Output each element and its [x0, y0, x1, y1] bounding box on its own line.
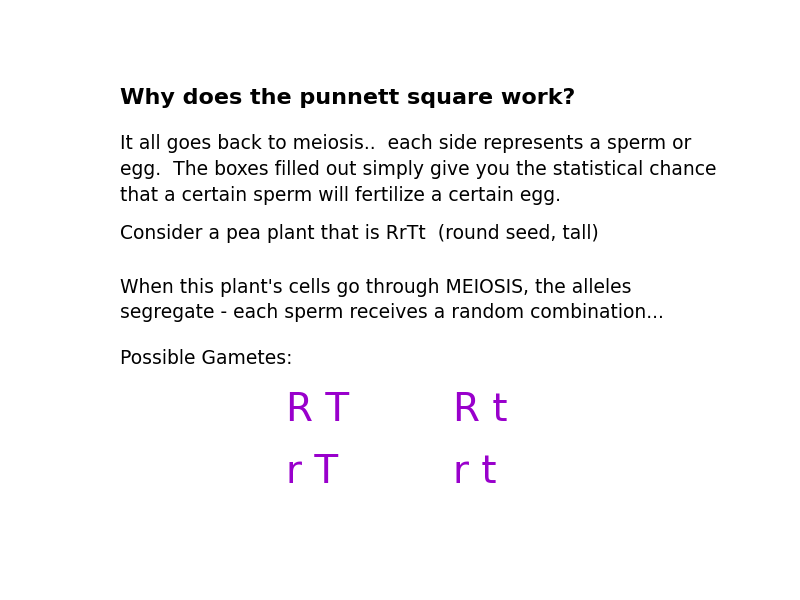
Text: R T: R T: [286, 391, 349, 429]
Text: Consider a pea plant that is RrTt  (round seed, tall): Consider a pea plant that is RrTt (round…: [120, 224, 598, 244]
Text: r T: r T: [286, 453, 338, 491]
Text: It all goes back to meiosis..  each side represents a sperm or
egg.  The boxes f: It all goes back to meiosis.. each side …: [120, 134, 716, 205]
Text: Why does the punnett square work?: Why does the punnett square work?: [120, 88, 575, 108]
Text: When this plant's cells go through MEIOSIS, the alleles
segregate - each sperm r: When this plant's cells go through MEIOS…: [120, 278, 664, 322]
Text: r t: r t: [454, 453, 497, 491]
Text: R t: R t: [454, 391, 508, 429]
Text: Possible Gametes:: Possible Gametes:: [120, 349, 292, 368]
